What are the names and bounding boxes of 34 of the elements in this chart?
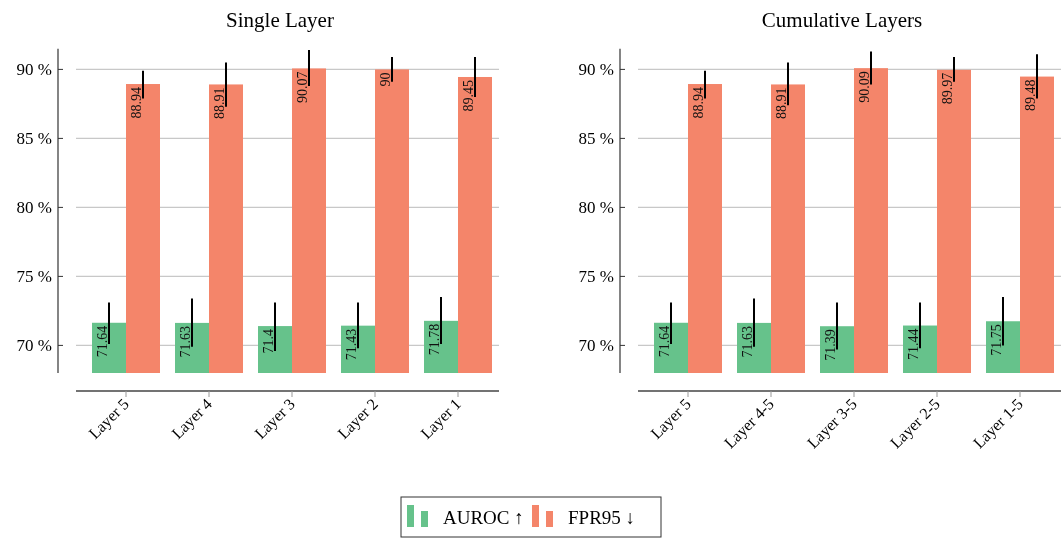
legend-label: FPR95 ↓ xyxy=(568,507,636,528)
data-label: 88.91 xyxy=(212,87,227,119)
data-label: 90.09 xyxy=(857,71,872,103)
y-tick-label: 90 % xyxy=(578,60,614,80)
y-tick-label: 90 % xyxy=(16,60,52,80)
chart-title: Single Layer xyxy=(226,8,334,32)
data-label: 71.4 xyxy=(261,329,276,354)
y-tick-label: 85 % xyxy=(16,129,52,149)
data-label: 71.78 xyxy=(427,323,442,356)
y-tick-label: 80 % xyxy=(578,198,614,218)
data-label: 71.44 xyxy=(906,328,921,361)
data-label: 88.91 xyxy=(774,87,789,119)
data-label: 71.63 xyxy=(178,325,193,358)
y-tick-label: 75 % xyxy=(578,267,614,287)
data-label: 89.48 xyxy=(1023,79,1038,112)
data-label: 89.97 xyxy=(940,72,955,105)
data-label: 71.64 xyxy=(657,325,672,358)
data-label: 71.43 xyxy=(344,328,359,361)
data-label: 90 xyxy=(378,72,393,87)
data-label: 88.94 xyxy=(129,87,144,119)
data-label: 71.64 xyxy=(95,325,110,358)
legend-label: AUROC ↑ xyxy=(443,507,524,528)
data-label: 89.45 xyxy=(461,79,476,112)
y-tick-label: 80 % xyxy=(16,198,52,218)
data-label: 71.75 xyxy=(989,324,1004,356)
y-tick-label: 70 % xyxy=(578,336,614,356)
y-tick-label: 70 % xyxy=(16,336,52,356)
y-tick-label: 75 % xyxy=(16,267,52,287)
data-label: 71.63 xyxy=(740,325,755,358)
data-label: 88.94 xyxy=(691,87,706,119)
data-label: 71.39 xyxy=(823,329,838,361)
data-label: 90.07 xyxy=(295,71,310,103)
y-tick-label: 85 % xyxy=(578,129,614,149)
chart-title: Cumulative Layers xyxy=(761,8,923,32)
